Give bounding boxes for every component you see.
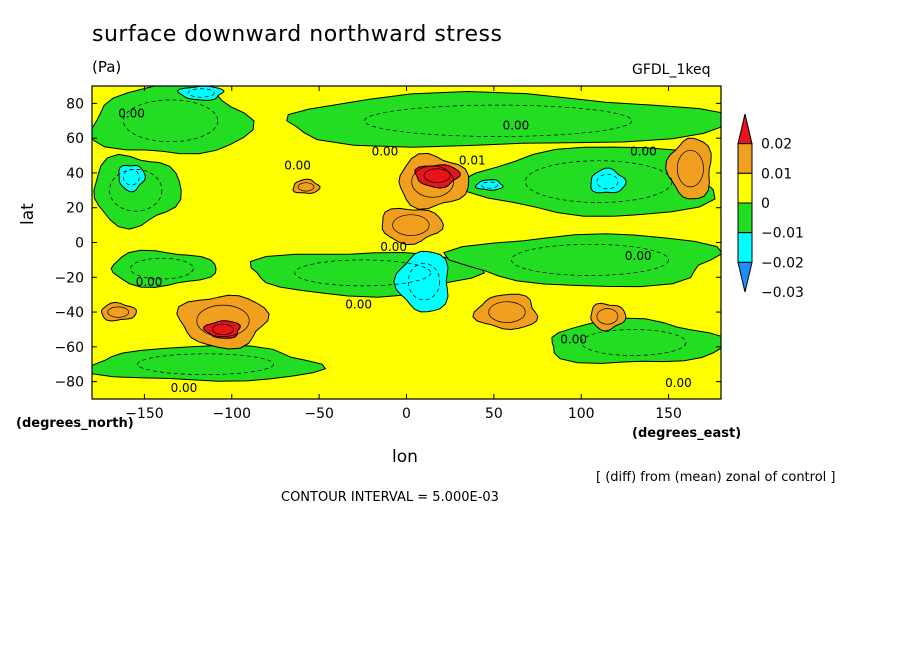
contour-line [294, 259, 432, 287]
contour-label: 0.00 [665, 376, 692, 390]
contour-line [123, 99, 219, 143]
y-axis-units: (degrees_north) [16, 416, 134, 431]
contour-label: 0.01 [459, 153, 486, 167]
contour-label: 0.00 [118, 106, 145, 120]
colorbar-swatch-cyan [737, 232, 753, 263]
contour-label: 0.00 [136, 275, 163, 289]
field-regions [92, 86, 721, 382]
contour-label: 0.00 [284, 159, 311, 173]
colorbar-swatch-orange [737, 143, 753, 174]
y-axis: −80 −60 −40 −20 0 20 40 60 80 [54, 96, 721, 391]
y-tick-label: 20 [66, 201, 84, 217]
region-orange [381, 207, 445, 246]
colorbar-label: −0.01 [761, 226, 804, 242]
contour-line [107, 306, 130, 318]
contour-label: 0.00 [625, 249, 652, 263]
contour-line [488, 301, 526, 323]
contour-line [596, 308, 619, 325]
contour-line [596, 173, 619, 190]
region-orange [100, 301, 137, 322]
y-tick-label: 60 [66, 131, 84, 147]
contour-line [297, 182, 315, 192]
x-axis-units: (degrees_east) [632, 426, 742, 441]
contour-label: 0.00 [171, 381, 198, 395]
region-cyan [474, 179, 504, 191]
colorbar-label: 0.02 [761, 137, 792, 153]
contour-line [212, 323, 234, 335]
colorbar-swatch-yellow [737, 172, 753, 204]
contour-line [676, 149, 704, 188]
region-green [286, 90, 721, 148]
region-green [110, 249, 217, 288]
contour-line [481, 181, 498, 189]
x-axis-label: lon [392, 447, 418, 467]
contour-line [364, 104, 633, 137]
contour-label: 0.00 [380, 240, 407, 254]
contour-interval-label: CONTOUR INTERVAL = 5.000E-03 [281, 490, 499, 505]
contour-labels: 0.00 0.00 0.00 0.01 0.00 0.00 0.00 0.00 0.00 0.00… [118, 106, 692, 395]
y-tick-label: 0 [75, 236, 84, 252]
x-tick-label: 50 [485, 406, 503, 422]
region-green [551, 317, 721, 364]
model-label: GFDL_1keq [632, 62, 711, 78]
y-tick-label: −60 [54, 340, 84, 356]
units-label: (Pa) [92, 58, 122, 76]
colorbar-swatch-red [737, 113, 753, 145]
region-orange [472, 293, 539, 331]
contour-label: 0.00 [630, 145, 657, 159]
contour-label: 0.00 [503, 119, 530, 133]
contour-line [187, 88, 215, 98]
contour-label: 0.00 [345, 298, 372, 312]
contour-line [423, 168, 451, 183]
contour-line [524, 160, 673, 203]
x-tick-label: −50 [304, 406, 334, 422]
region-green [92, 344, 327, 382]
x-tick-label: 100 [568, 406, 595, 422]
chart-title: surface downward northward stress [92, 22, 503, 47]
contour-line [392, 214, 430, 236]
colorbar-label: 0.01 [761, 166, 792, 182]
contour-line [411, 165, 455, 198]
region-green [443, 233, 721, 288]
colorbar-label: −0.03 [761, 285, 804, 301]
colorbar-swatch-green [737, 202, 753, 234]
contour-label: 0.00 [560, 332, 587, 346]
contour-line [196, 304, 250, 337]
region-orange [590, 302, 627, 332]
diff-note: [ (diff) from (mean) zonal of control ] [596, 470, 836, 485]
x-axis: −150 −100 −50 0 50 100 150 [125, 86, 682, 422]
y-tick-label: 80 [66, 96, 84, 112]
region-red [414, 164, 461, 189]
y-tick-label: 40 [66, 166, 84, 182]
contour-line [123, 169, 140, 186]
region-cyan [176, 86, 225, 101]
y-tick-label: −40 [54, 305, 84, 321]
colorbar-label: 0 [761, 196, 770, 212]
region-red [203, 320, 241, 339]
x-tick-label: −150 [125, 406, 163, 422]
contour-line [511, 243, 669, 276]
region-cyan [393, 250, 449, 313]
x-tick-label: −100 [213, 406, 251, 422]
contour-line [580, 329, 687, 356]
colorbar: 0.02 0.01 0 −0.01 −0.02 −0.03 [737, 113, 804, 301]
region-green [93, 153, 182, 230]
contour-line [137, 353, 275, 375]
y-tick-label: −20 [54, 270, 84, 286]
contour-line [407, 262, 441, 301]
contour-lines [107, 88, 704, 375]
x-tick-label: 0 [402, 406, 411, 422]
contour-label: 0.00 [372, 145, 399, 159]
contour-line [130, 257, 194, 280]
region-orange [665, 137, 712, 200]
x-tick-label: 150 [655, 406, 682, 422]
y-tick-label: −80 [54, 375, 84, 391]
contour-line [109, 169, 163, 212]
colorbar-swatch-blue [737, 261, 753, 293]
colorbar-label: −0.02 [761, 255, 804, 271]
